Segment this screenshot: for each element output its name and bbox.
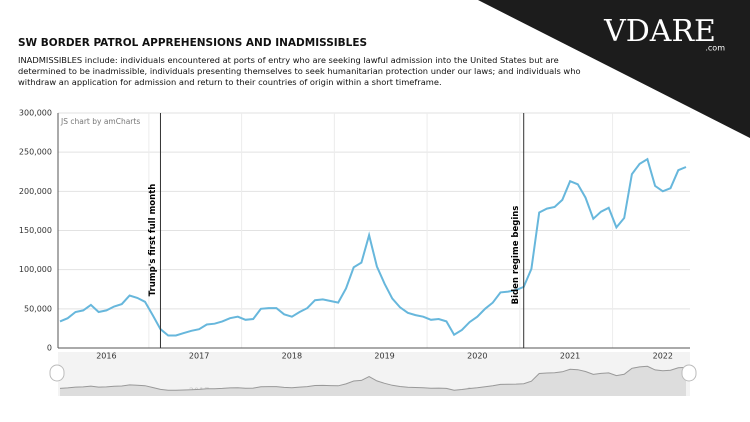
chart-subtitle: INADMISSIBLES include: individuals encou… <box>18 55 581 87</box>
navigator-handle[interactable] <box>49 364 65 382</box>
y-tick-label: 300,000 <box>19 109 52 118</box>
x-tick-label: 2021 <box>560 352 580 361</box>
x-tick-label: 2020 <box>467 352 487 361</box>
data-line <box>59 157 687 337</box>
navigator-area <box>60 366 686 396</box>
brand-banner <box>478 0 750 138</box>
brand-suffix: .com <box>705 44 725 53</box>
x-tick-label: 2022 <box>653 352 673 361</box>
chart-credit: JS chart by amCharts <box>60 117 140 126</box>
annotation-label: Biden regime begins <box>511 206 521 305</box>
y-tick-label: 50,000 <box>24 304 52 313</box>
annotation-label: Trump's first full month <box>148 184 158 297</box>
x-tick-label: 2017 <box>189 352 209 361</box>
y-tick-label: 250,000 <box>19 148 52 157</box>
x-tick-label: 2018 <box>282 352 302 361</box>
x-tick-label: 2016 <box>96 352 116 361</box>
y-tick-label: 100,000 <box>19 265 52 274</box>
brand-name: VDARE <box>603 14 716 49</box>
navigator-handle[interactable] <box>681 364 697 382</box>
y-tick-label: 150,000 <box>19 226 52 235</box>
navigator-line <box>59 365 687 391</box>
y-tick-label: 0 <box>47 344 52 353</box>
y-tick-label: 200,000 <box>19 187 52 196</box>
chart-title: SW BORDER PATROL APPREHENSIONS AND INADM… <box>18 37 368 49</box>
x-tick-label: 2019 <box>374 352 394 361</box>
